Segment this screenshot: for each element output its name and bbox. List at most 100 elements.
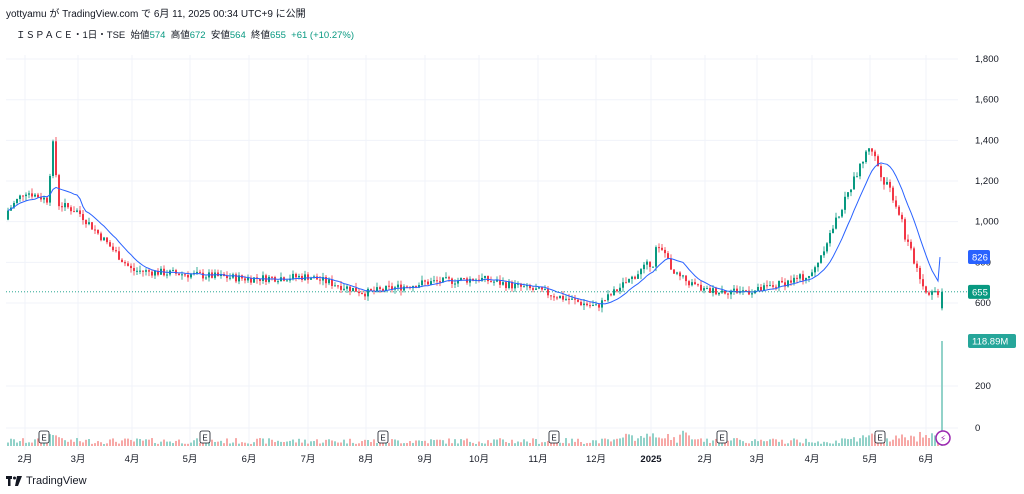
candle-body <box>763 285 765 291</box>
volume-bar <box>922 437 924 446</box>
volume-bar <box>388 442 390 446</box>
lightning-icon[interactable]: ⚡ <box>935 430 951 446</box>
time-tick-label: 2月 <box>18 454 33 465</box>
candle-body <box>937 291 939 295</box>
volume-bar <box>622 437 624 446</box>
candle-body <box>307 274 309 280</box>
volume-bar <box>199 442 201 446</box>
volume-bar <box>256 438 258 446</box>
volume-bar <box>844 438 846 446</box>
volume-bar <box>658 437 660 446</box>
candle-body <box>832 228 834 234</box>
candle-body <box>484 276 486 278</box>
time-tick-label: 3月 <box>750 454 765 465</box>
candle-body <box>391 286 393 290</box>
candle-body <box>145 270 147 272</box>
volume-bar <box>742 441 744 446</box>
volume-bar <box>676 442 678 446</box>
grid-lines <box>6 55 958 450</box>
volume-bar <box>91 443 93 446</box>
volume-bar <box>769 439 771 446</box>
candle-body <box>826 243 828 252</box>
candle-body <box>331 279 333 286</box>
candle-body <box>49 175 51 203</box>
volume-bar <box>169 441 171 446</box>
candle-body <box>868 148 870 152</box>
volume-bar <box>586 443 588 446</box>
time-axis[interactable]: 2月 3月 4月 5月 6月 7月 8月 9月 10月 11月 12月 2025 2月 3月 4月 5月 6月 <box>18 454 934 465</box>
candle-body <box>595 304 597 306</box>
earnings-marker[interactable] <box>377 430 389 444</box>
volume-bar <box>238 443 240 446</box>
candle-body <box>925 286 927 293</box>
ma-value-tag-text: 826 <box>972 253 988 264</box>
volume-bar <box>412 442 414 446</box>
earnings-marker[interactable] <box>38 430 50 444</box>
volume-bar <box>724 442 726 446</box>
earnings-marker[interactable] <box>874 430 886 444</box>
candle-body <box>487 276 489 282</box>
volume-bar <box>253 442 255 446</box>
candle-body <box>400 284 402 291</box>
candle-body <box>328 279 330 284</box>
time-tick-label: 7月 <box>301 454 316 465</box>
earnings-marker[interactable] <box>548 430 560 444</box>
candle-body <box>844 196 846 210</box>
time-tick-label: 10月 <box>469 454 489 465</box>
volume-bar <box>502 439 504 446</box>
candle-body <box>295 273 297 278</box>
volume-bar <box>139 439 141 446</box>
candle-body <box>769 285 771 287</box>
candle-body <box>610 294 612 296</box>
candle-body <box>793 277 795 283</box>
volume-bar <box>442 440 444 446</box>
candle-body <box>229 277 231 279</box>
volume-bar <box>808 442 810 446</box>
candle-body <box>631 276 633 279</box>
volume-bar <box>211 439 213 446</box>
candle-body <box>823 251 825 256</box>
candle-body <box>877 156 879 167</box>
candle-body <box>100 233 102 241</box>
volume-bar <box>271 439 273 446</box>
footer-brand[interactable]: TradingView <box>6 475 87 487</box>
volume-bar <box>322 442 324 446</box>
candle-body <box>706 288 708 290</box>
candle-body <box>355 287 357 292</box>
volume-bar <box>643 437 645 446</box>
volume-bar <box>406 443 408 446</box>
volume-bar <box>367 440 369 446</box>
candle-body <box>727 293 729 295</box>
volume-bar <box>196 438 198 446</box>
candle-body <box>121 259 123 263</box>
candle-body <box>301 275 303 280</box>
earnings-marker[interactable] <box>716 430 728 444</box>
candle-body <box>238 275 240 282</box>
candle-body <box>166 274 168 276</box>
volume-bar <box>352 442 354 446</box>
candle-body <box>736 288 738 293</box>
candle-body <box>883 177 885 185</box>
volume-bar <box>499 438 501 446</box>
earnings-marker-text: E <box>877 434 882 443</box>
candle-body <box>52 141 54 176</box>
volume-bar <box>790 440 792 446</box>
candle-body <box>367 288 369 297</box>
candle-body <box>796 277 798 279</box>
volume-bar <box>703 441 705 446</box>
candle-body <box>343 288 345 290</box>
earnings-marker[interactable] <box>199 430 211 444</box>
volume-bar <box>697 439 699 446</box>
volume-bar <box>73 441 75 446</box>
volume-bar <box>580 442 582 446</box>
candle-body <box>124 262 126 264</box>
candle-body <box>841 209 843 217</box>
candle-body <box>76 210 78 212</box>
candle-body <box>184 274 186 276</box>
volume-bar <box>421 440 423 446</box>
candle-body <box>352 287 354 292</box>
candle-body <box>349 286 351 292</box>
